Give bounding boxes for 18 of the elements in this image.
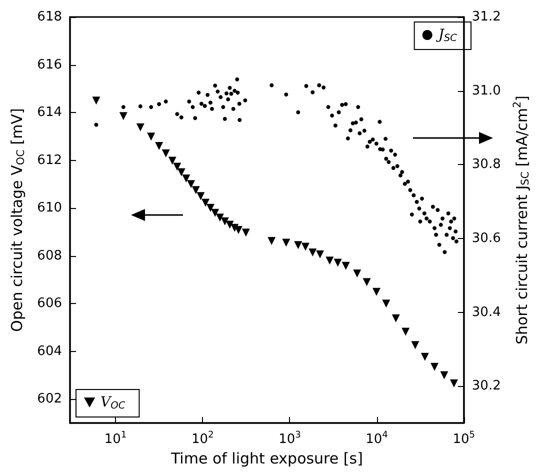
y-tick-label: 608 xyxy=(37,248,62,264)
y2-tick-label: 30.2 xyxy=(472,378,501,394)
y-tick-label: 616 xyxy=(37,57,62,72)
y-tick-label: 610 xyxy=(37,200,62,216)
y-tick-label: 612 xyxy=(37,152,62,168)
y-axis-title: Open circuit voltage VOC [mV] xyxy=(8,108,27,332)
y2-axis-title: Short circuit current JSC [mA/cm2] xyxy=(511,95,532,345)
y2-tick-label: 31.0 xyxy=(472,83,501,98)
y-tick-label: 618 xyxy=(37,10,62,24)
y2-tick-label: 30.4 xyxy=(472,304,501,320)
y2-tick-label: 31.2 xyxy=(472,10,501,24)
y-tick-label: 602 xyxy=(37,392,62,407)
y2-tick-label: 30.6 xyxy=(472,230,501,246)
y2-tick-label: 30.8 xyxy=(472,157,501,172)
y-tick-label: 614 xyxy=(37,105,62,120)
y-tick-label: 604 xyxy=(37,344,62,359)
y-tick-label: 606 xyxy=(37,296,62,312)
x-axis-title: Time of light exposure [s] xyxy=(170,450,363,468)
